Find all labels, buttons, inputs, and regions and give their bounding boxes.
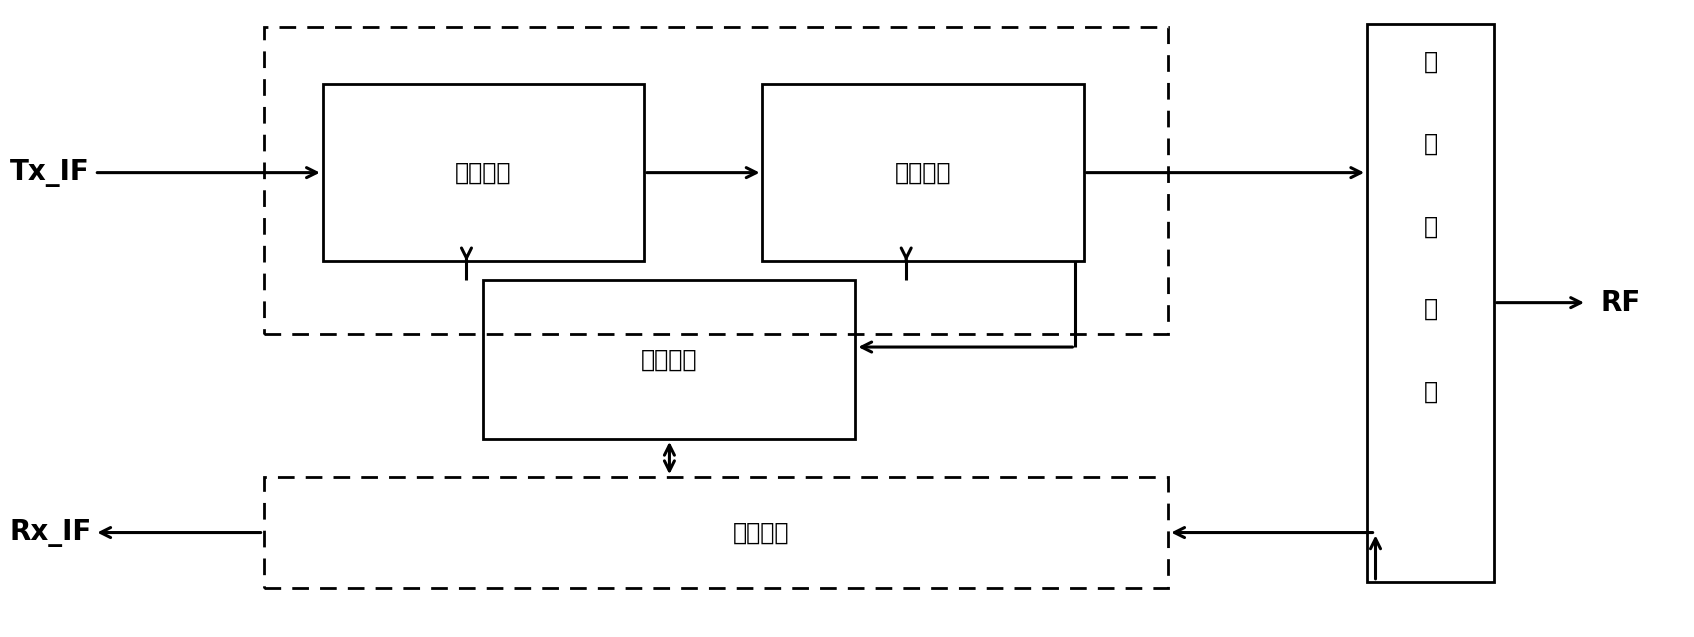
Text: 微波单元: 微波单元: [894, 161, 952, 185]
Text: Tx_IF: Tx_IF: [10, 159, 90, 187]
Text: 体: 体: [1423, 132, 1438, 156]
Bar: [264, 27, 1169, 334]
Text: 腔: 腔: [1423, 50, 1438, 74]
Text: 中频单元: 中频单元: [456, 161, 512, 185]
Text: 滤: 滤: [1423, 215, 1438, 238]
Text: 波: 波: [1423, 297, 1438, 321]
Bar: [324, 84, 644, 261]
Text: 器: 器: [1423, 380, 1438, 403]
Bar: [1367, 24, 1494, 582]
Text: Rx_IF: Rx_IF: [10, 519, 91, 547]
Bar: [264, 477, 1169, 588]
Bar: [762, 84, 1084, 261]
Text: 接收链路: 接收链路: [734, 520, 789, 545]
Bar: [483, 280, 855, 439]
Text: RF: RF: [1601, 289, 1641, 317]
Text: 监控单元: 监控单元: [640, 348, 698, 372]
